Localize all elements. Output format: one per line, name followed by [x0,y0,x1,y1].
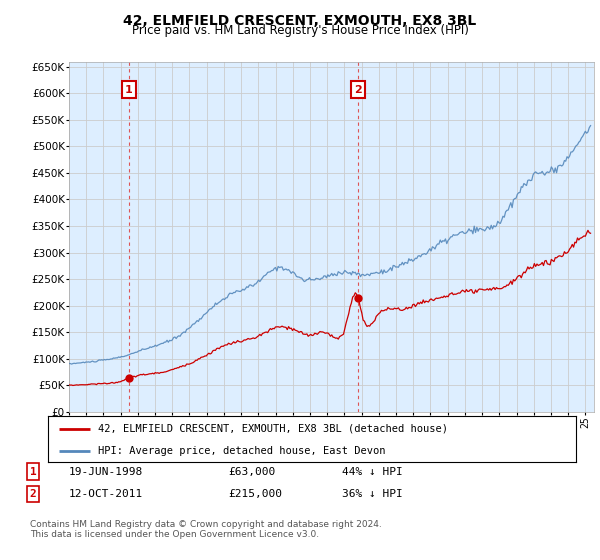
Text: 2: 2 [354,85,362,95]
Text: 19-JUN-1998: 19-JUN-1998 [69,466,143,477]
Text: £215,000: £215,000 [228,489,282,499]
Text: 36% ↓ HPI: 36% ↓ HPI [342,489,403,499]
Text: 1: 1 [29,466,37,477]
Text: 44% ↓ HPI: 44% ↓ HPI [342,466,403,477]
Text: Price paid vs. HM Land Registry's House Price Index (HPI): Price paid vs. HM Land Registry's House … [131,24,469,37]
Text: 42, ELMFIELD CRESCENT, EXMOUTH, EX8 3BL: 42, ELMFIELD CRESCENT, EXMOUTH, EX8 3BL [124,14,476,28]
Text: HPI: Average price, detached house, East Devon: HPI: Average price, detached house, East… [98,446,386,455]
Text: 12-OCT-2011: 12-OCT-2011 [69,489,143,499]
Text: £63,000: £63,000 [228,466,275,477]
Text: Contains HM Land Registry data © Crown copyright and database right 2024.
This d: Contains HM Land Registry data © Crown c… [30,520,382,539]
Text: 2: 2 [29,489,37,499]
Text: 1: 1 [125,85,133,95]
Text: 42, ELMFIELD CRESCENT, EXMOUTH, EX8 3BL (detached house): 42, ELMFIELD CRESCENT, EXMOUTH, EX8 3BL … [98,424,448,434]
